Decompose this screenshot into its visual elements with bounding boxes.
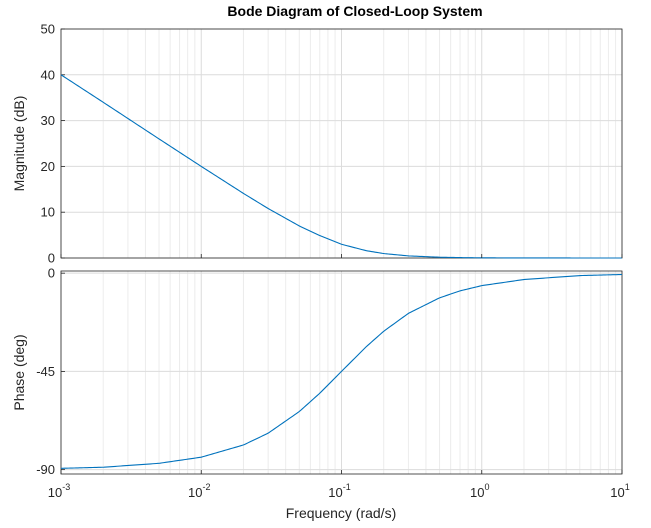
y-tick-label: 40 — [41, 67, 55, 82]
y-tick-label: 20 — [41, 159, 55, 174]
y-tick-label: 10 — [41, 205, 55, 220]
y-tick-label: -90 — [36, 462, 55, 477]
magnitude-curve — [60, 74, 622, 259]
phase-curve — [60, 273, 623, 469]
phase-panel: 0 -45 -90 Phase (deg) — [11, 266, 623, 477]
x-axis-label: Frequency (rad/s) — [286, 505, 396, 521]
x-tick-label: 10-3 — [48, 482, 70, 500]
y-tick-label: -45 — [36, 364, 55, 379]
x-tick-label: 100 — [470, 482, 489, 500]
x-tick-label: 10-1 — [328, 482, 350, 500]
frequency-ticks: 10-3 10-2 10-1 100 101 — [48, 254, 630, 500]
magnitude-y-label: Magnitude (dB) — [11, 96, 27, 192]
phase-y-label: Phase (deg) — [11, 334, 27, 410]
y-tick-label: 50 — [41, 22, 55, 37]
magnitude-y-ticks: 0 10 20 30 40 50 — [41, 22, 65, 266]
magnitude-panel: 0 10 20 30 40 50 Magnitude (dB) — [11, 22, 623, 266]
x-tick-label: 10-2 — [188, 482, 210, 500]
y-tick-label: 30 — [41, 113, 55, 128]
chart-title: Bode Diagram of Closed-Loop System — [227, 3, 482, 19]
magnitude-grid — [60, 28, 623, 259]
phase-y-ticks: 0 -45 -90 — [36, 266, 65, 477]
x-tick-label: 101 — [610, 482, 629, 500]
phase-grid — [60, 271, 623, 474]
y-tick-label: 0 — [48, 266, 55, 281]
y-tick-label: 0 — [48, 251, 55, 266]
